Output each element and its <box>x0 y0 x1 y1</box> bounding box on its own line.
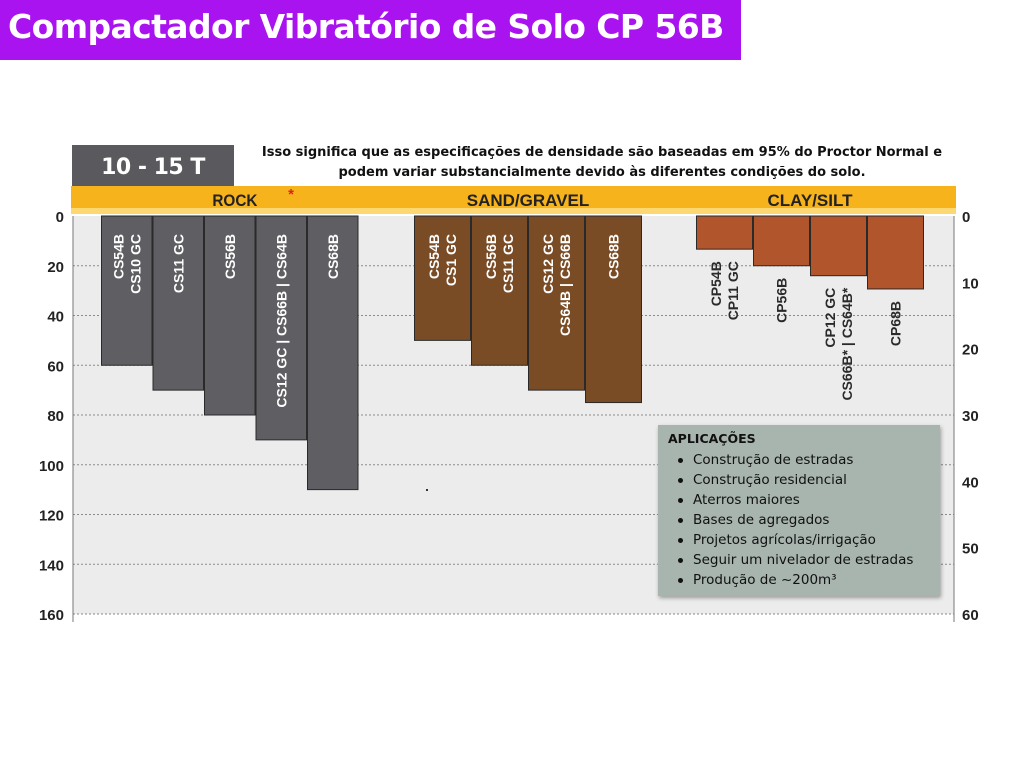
bar-label: CP12 GC <box>822 288 838 348</box>
right-tick-label: 40 <box>962 474 979 491</box>
bar <box>585 215 642 404</box>
bar-label: CP11 GC <box>725 261 741 320</box>
bar <box>414 215 471 341</box>
stray-dot <box>426 489 428 491</box>
weight-class-box <box>72 145 234 186</box>
application-item: Seguir um nivelador de estradas <box>676 550 913 570</box>
bar <box>101 215 153 366</box>
group-label-rock: ROCK <box>212 191 257 210</box>
bar-label: CS64B | CS66B <box>557 234 573 336</box>
bar-label: CS56B <box>222 234 238 279</box>
bar <box>753 215 810 267</box>
bar <box>471 215 528 366</box>
bar <box>810 215 867 277</box>
bar-label: CS54B <box>426 234 442 279</box>
soil-type-band <box>71 186 956 212</box>
application-item: Construção residencial <box>676 470 913 490</box>
right-axis-ticks: 0 10 20 30 40 50 60 <box>962 209 979 624</box>
left-tick-label: 60 <box>47 358 64 375</box>
application-item: Produção de ~200m³ <box>676 570 913 590</box>
applications-list: Construção de estradas Construção reside… <box>676 450 913 590</box>
left-tick-label: 140 <box>39 557 64 574</box>
application-item: Construção de estradas <box>676 450 913 470</box>
right-tick-label: 20 <box>962 342 979 359</box>
left-tick-label: 160 <box>39 607 64 624</box>
density-note: Isso significa que as especificações de … <box>261 145 943 180</box>
right-tick-label: 60 <box>962 607 979 624</box>
applications-box: APLICAÇÕES Construção de estradas Constr… <box>658 425 940 596</box>
bar <box>152 215 204 391</box>
title-banner: Compactador Vibratório de Solo CP 56B <box>0 0 741 60</box>
application-item: Bases de agregados <box>676 510 913 530</box>
left-tick-label: 40 <box>47 309 64 326</box>
right-tick-label: 50 <box>962 541 979 558</box>
bar-label: CP54B <box>708 261 724 306</box>
bar-label: CS11 GC <box>170 234 186 293</box>
bar-labels: CS54B CS10 GC CS11 GC CS56B CS12 GC | CS66B … <box>110 234 903 408</box>
bar-label: CS1 GC <box>443 234 459 286</box>
bar-label: CS10 GC <box>127 234 143 294</box>
right-tick-label: 0 <box>962 209 970 226</box>
left-tick-label: 80 <box>47 408 64 425</box>
right-tick-label: 30 <box>962 408 979 425</box>
group-label-sand-gravel: SAND/GRAVEL <box>467 191 589 210</box>
left-tick-label: 100 <box>39 458 64 475</box>
weight-class-label: 10 - 15 T <box>101 155 205 180</box>
bar-label: CS66B* | CS64B* <box>839 287 855 400</box>
bar <box>204 215 256 416</box>
bar-label: CP56B <box>774 278 790 323</box>
asterisk-marker: * <box>288 186 294 203</box>
bar <box>696 215 753 250</box>
left-tick-label: 20 <box>47 259 64 276</box>
bar-label: CS56B <box>483 234 499 279</box>
bar-label: CS68B <box>606 234 622 279</box>
application-item: Projetos agrícolas/irrigação <box>676 530 913 550</box>
left-tick-label: 0 <box>56 209 64 226</box>
bar-label: CS54B <box>110 234 126 279</box>
bars <box>101 215 924 491</box>
bar <box>307 215 359 491</box>
bar-label: CS12 GC | CS66B | CS64B <box>273 234 289 408</box>
bar-label: CS68B <box>325 234 341 279</box>
bar <box>867 215 924 290</box>
right-tick-label: 10 <box>962 275 979 292</box>
bar-label: CS12 GC <box>540 234 556 294</box>
bar-label: CP68B <box>888 301 904 346</box>
bar <box>528 215 585 391</box>
left-tick-label: 120 <box>39 508 64 525</box>
applications-heading: APLICAÇÕES <box>668 431 756 446</box>
group-label-clay-silt: CLAY/SILT <box>767 191 853 210</box>
bar <box>255 215 307 441</box>
page-title: Compactador Vibratório de Solo CP 56B <box>8 7 724 46</box>
application-item: Aterros maiores <box>676 490 913 510</box>
left-axis-ticks: 0 20 40 60 80 100 120 140 160 <box>39 209 64 624</box>
bar-label: CS11 GC <box>500 234 516 293</box>
soil-type-band-shade <box>71 208 956 214</box>
